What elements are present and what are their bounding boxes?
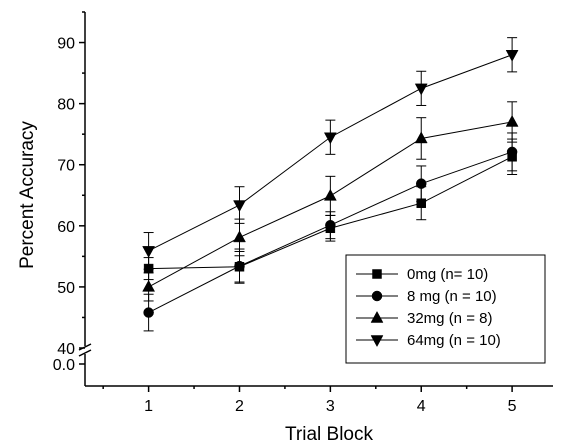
legend-label: 64mg (n = 10) xyxy=(407,332,501,349)
legend-label: 0mg (n= 10) xyxy=(407,266,488,283)
data-point-circle xyxy=(506,146,518,158)
data-point-circle xyxy=(143,307,154,318)
data-point-triangle-down xyxy=(323,132,337,145)
x-tick-label: 3 xyxy=(326,398,335,415)
legend-marker-triangle-down xyxy=(370,335,384,348)
legend-label: 8 mg (n = 10) xyxy=(407,288,497,305)
data-point-circle xyxy=(325,219,336,231)
legend: 0mg (n= 10) 8 mg (n = 10) 32mg (n = 8) 64mg… xyxy=(345,254,546,364)
axes xyxy=(78,12,553,387)
data-point-triangle-up xyxy=(505,114,519,127)
axis-break-mark xyxy=(78,349,92,357)
y-tick-label: 50 xyxy=(57,280,75,297)
y-tick-label: 80 xyxy=(57,97,75,114)
series-layer xyxy=(142,37,519,332)
legend-entry: 0mg (n= 10) xyxy=(356,266,488,283)
y-tick-label: 0.0 xyxy=(53,357,75,374)
legend-entry: 8 mg (n = 10) xyxy=(356,288,497,305)
y-tick-label: 90 xyxy=(57,36,75,53)
data-point-triangle-up xyxy=(233,230,246,243)
data-point-circle xyxy=(415,178,427,189)
legend-label: 32mg (n = 8) xyxy=(407,310,492,327)
data-point-triangle-up xyxy=(323,188,337,201)
data-point-triangle-down xyxy=(505,50,519,62)
legend-entry: 32mg (n = 8) xyxy=(356,310,492,327)
y-tick-label: 60 xyxy=(57,219,75,236)
x-tick-label: 5 xyxy=(508,398,517,415)
x-tick-label: 1 xyxy=(144,398,153,415)
x-axis-title: Trial Block xyxy=(285,424,373,445)
x-tick-label: 4 xyxy=(417,398,426,415)
y-axis-title: Percent Accuracy xyxy=(17,121,38,269)
series-triangle-up xyxy=(142,101,519,302)
data-point-triangle-up xyxy=(414,131,428,144)
legend-marker-circle xyxy=(371,290,383,302)
tick-marks: 40 50 60 70 80 90 0.0 1 2 3 4 5 xyxy=(53,11,517,415)
y-tick-label: 70 xyxy=(57,158,75,175)
series-triangle-down xyxy=(142,37,519,270)
legend-entry: 64mg (n = 10) xyxy=(356,332,501,349)
data-point-triangle-down xyxy=(142,246,156,258)
data-point-triangle-down xyxy=(233,200,246,213)
series-circle xyxy=(143,132,518,332)
y-tick-label: 40 xyxy=(57,341,75,358)
data-point-triangle-up xyxy=(142,279,156,292)
x-tick-label: 2 xyxy=(235,398,244,415)
legend-marker-triangle-up xyxy=(370,310,384,323)
data-point-triangle-down xyxy=(414,83,428,96)
legend-marker-square xyxy=(372,269,382,279)
data-point-circle xyxy=(234,260,245,272)
axis-break-mark xyxy=(78,343,92,351)
